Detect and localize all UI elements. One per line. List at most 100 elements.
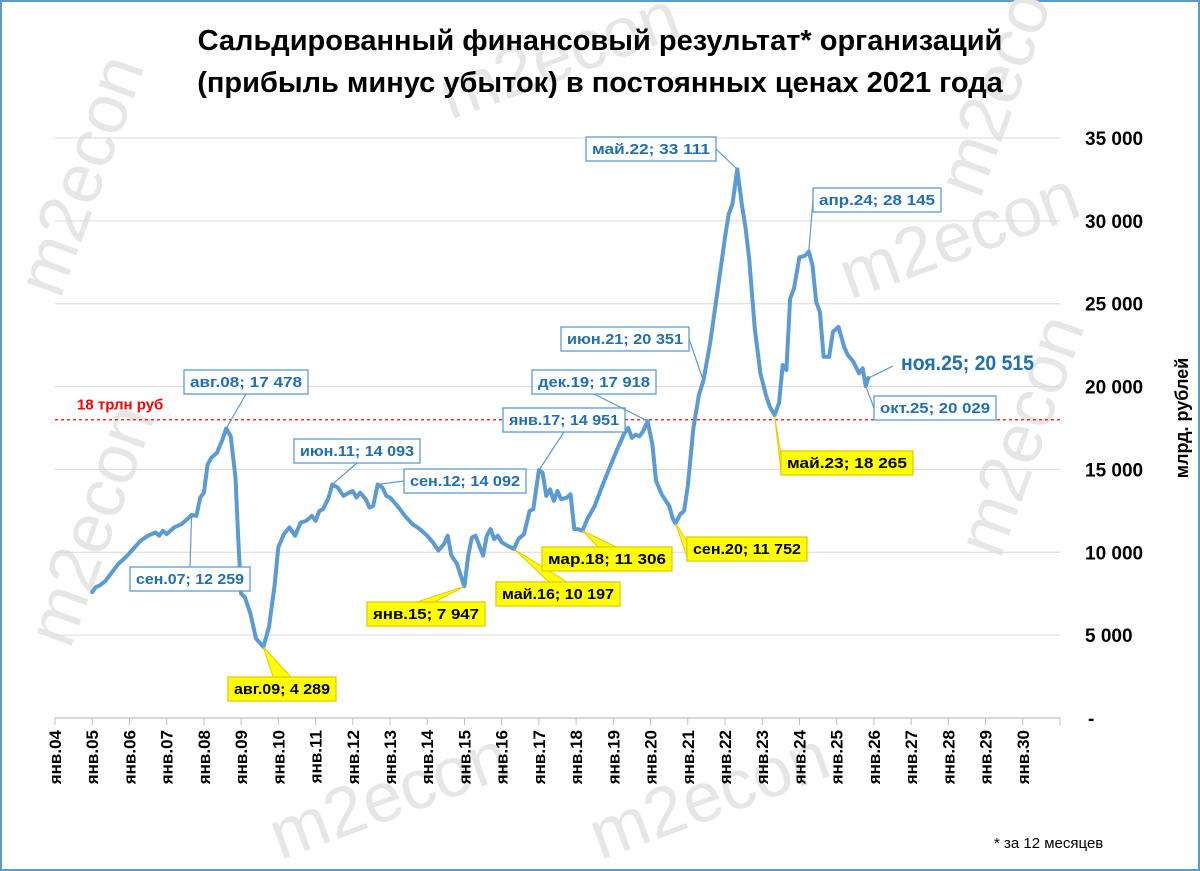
x-tick-label: янв.15: [455, 730, 474, 785]
annotation-callout: апр.24; 28 145: [808, 187, 942, 252]
annotation-callout: дек.19; 17 918: [531, 369, 657, 422]
annotation-label: янв.15; 7 947: [373, 606, 479, 623]
annotation-callout: май.23; 18 265: [774, 415, 914, 476]
annotation-label: май.22; 33 111: [592, 141, 710, 158]
callout-pointer: [774, 415, 782, 472]
annotation-callout: сен.12; 14 092: [377, 468, 527, 494]
x-tick-label: янв.16: [493, 730, 512, 785]
x-tick-label: янв.05: [83, 730, 102, 785]
callout-box: [502, 407, 626, 433]
x-tick-label: янв.22: [716, 730, 735, 785]
callout-box: [366, 601, 486, 627]
y-axis-label: млрд. рублей: [1172, 358, 1192, 478]
y-tick-label: 25 000: [1085, 295, 1143, 316]
callout-leader: [331, 462, 358, 485]
callout-pointer: [262, 646, 293, 678]
annotation-callout: мар.18; 11 306: [541, 530, 673, 572]
annotation-callout: авг.08; 17 478: [183, 369, 309, 429]
annotation-callout: май.16; 10 197: [495, 548, 621, 607]
chart-title-line1: Сальдированный финансовый результат* орг…: [198, 25, 1003, 57]
watermark-text: m2econ: [1, 44, 159, 305]
x-tick-label: янв.04: [46, 729, 65, 785]
annotation-label: май.23; 18 265: [787, 455, 907, 472]
annotations-group: авг.08; 17 478 сен.07; 12 259 авг.09; 4 28…: [129, 136, 1034, 702]
x-tick-label: янв.11: [307, 730, 326, 784]
gridlines: [55, 137, 1060, 636]
annotation-label: янв.17; 14 951: [509, 412, 619, 429]
annotation-label: авг.08; 17 478: [190, 374, 302, 391]
callout-box: [531, 369, 657, 395]
x-tick-label: янв.08: [195, 730, 214, 785]
x-tick-label: янв.20: [642, 730, 661, 785]
x-tick-label: янв.21: [679, 730, 698, 785]
x-tick-label: янв.23: [753, 730, 772, 785]
annotation-callout: окт.25; 20 029: [865, 385, 997, 421]
annotation-label: апр.24; 28 145: [819, 192, 935, 209]
callout-box: [873, 395, 997, 421]
callout-leader: [868, 365, 894, 379]
y-tick-label: 5 000: [1085, 626, 1133, 647]
y-tick-label: -: [1088, 709, 1094, 730]
callout-leader: [225, 393, 247, 429]
callout-box: [541, 546, 673, 572]
annotation-label: май.16; 10 197: [502, 586, 614, 603]
y-tick-label: 20 000: [1085, 378, 1143, 399]
callout-leader: [865, 385, 875, 409]
annotation-callout: май.22; 33 111: [585, 136, 738, 170]
callout-box: [183, 369, 309, 395]
series-group: [90, 167, 871, 649]
annotation-label: июн.11; 14 093: [300, 443, 414, 460]
watermark-text: m2econ: [11, 394, 169, 655]
y-axis: - 5 000 10 000 15 000 20 000 25 000 30 000 35 0…: [1085, 129, 1143, 730]
callout-box: [812, 187, 942, 213]
callout-pointer: [416, 585, 465, 603]
callout-leader: [688, 338, 704, 381]
callout-leader: [808, 199, 814, 252]
x-tick-label: янв.07: [158, 730, 177, 785]
x-tick-label: янв.14: [418, 729, 437, 785]
reference-line-group: 18 трлн руб: [55, 397, 1060, 421]
callout-box: [585, 136, 717, 162]
x-tick-label: янв.18: [567, 730, 586, 785]
x-tick-label: янв.26: [865, 730, 884, 785]
x-tick-label: янв.19: [604, 730, 623, 785]
callout-box: [495, 581, 621, 607]
annotation-callout: ноя.25; 20 515: [868, 352, 1034, 379]
x-tick-label: янв.28: [939, 730, 958, 785]
annotation-callout: июн.11; 14 093: [293, 438, 421, 485]
annotation-callout: янв.15; 7 947: [366, 585, 486, 627]
callout-leader: [593, 393, 648, 422]
callout-pointer: [582, 530, 617, 548]
y-tick-label: 10 000: [1085, 543, 1143, 564]
x-tick-label: янв.25: [828, 730, 847, 785]
x-tick-label: янв.29: [977, 730, 996, 785]
x-tick-label: янв.13: [381, 730, 400, 785]
y-tick-label: 35 000: [1085, 129, 1143, 150]
callout-box: [403, 468, 527, 494]
annotation-label: окт.25; 20 029: [880, 400, 990, 417]
x-tick-label: янв.10: [269, 730, 288, 785]
x-axis: янв.04 янв.05 янв.06 янв.07 янв.08 янв.09 янв.…: [46, 717, 1061, 785]
x-tick-label: янв.12: [344, 730, 363, 785]
x-tick-label: янв.17: [530, 730, 549, 785]
watermark-text: m2econ: [941, 304, 1099, 565]
y-tick-label: 30 000: [1085, 212, 1143, 233]
reference-line-label: 18 трлн руб: [77, 397, 163, 414]
callout-box: [780, 450, 914, 476]
annotation-label: сен.20; 11 752: [693, 541, 801, 558]
footnote: * за 12 месяцев: [994, 835, 1103, 852]
x-tick-label: янв.30: [1014, 730, 1033, 785]
annotation-label: сен.12; 14 092: [410, 473, 520, 490]
callout-box: [129, 566, 251, 592]
annotation-callout: сен.07; 12 259: [129, 514, 251, 592]
annotation-label: мар.18; 11 306: [548, 551, 666, 568]
x-tick-label: янв.06: [120, 730, 139, 785]
annotation-label: июн.21; 20 351: [567, 331, 683, 348]
annotation-callout: янв.17; 14 951: [502, 407, 626, 471]
callout-leader: [538, 431, 565, 471]
y-tick-label: 15 000: [1085, 460, 1143, 481]
annotation-label: дек.19; 17 918: [538, 374, 650, 391]
annotation-label: авг.09; 4 289: [234, 681, 330, 698]
callout-box: [227, 676, 337, 702]
x-tick-label: янв.24: [790, 729, 809, 785]
